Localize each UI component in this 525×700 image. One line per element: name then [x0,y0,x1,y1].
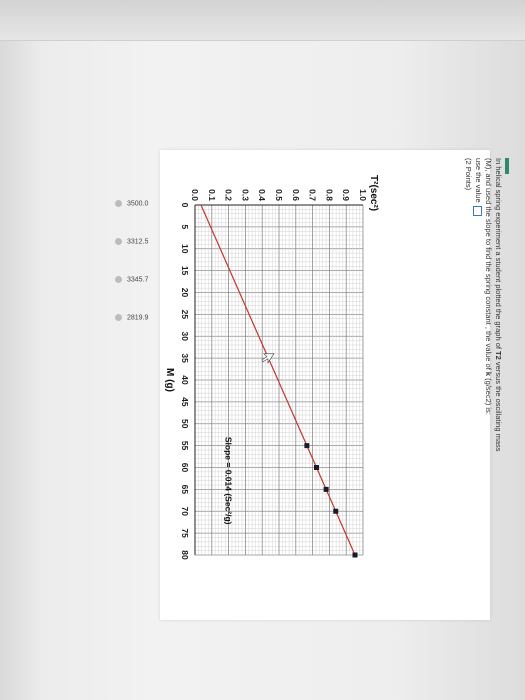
x-tick-label: 10 [180,244,190,254]
x-tick-label: 75 [180,528,190,538]
section-marker [505,158,509,174]
y-tick-label: 0.1 [207,189,217,201]
y-tick-label: 0.9 [341,189,351,201]
x-tick-label: 55 [180,441,190,451]
x-tick-label: 5 [180,225,190,230]
t2-vs-mass-chart: 0 5 10 15 20 25 30 35 40 45 50 55 60 65 70 75 80 0.0 0.1 0.… [165,175,379,560]
answer-option[interactable]: 2819.9 [115,314,148,321]
question-var-t2: T2 [494,351,503,360]
question-line-2: (M), and used the slope to find the spri… [484,158,493,415]
cursor-icon [261,353,275,364]
y-tick-label: 1.0 [358,189,368,201]
option-label: 3312.5 [127,238,149,246]
option-label: 2819.9 [127,314,149,322]
data-point [314,465,319,470]
option-label: 3345.7 [127,276,149,284]
radio-button[interactable] [115,238,122,245]
question-line-1: In helical spring experiment a student p… [494,158,503,452]
question-points: (2 Points) [464,158,473,190]
radio-button[interactable] [115,200,122,207]
x-tick-label: 50 [180,419,190,429]
question-text-c: (g/sec2) is: [484,376,493,415]
y-tick-label: 0.4 [257,189,267,201]
y-axis-label: T²(sec²) [368,175,379,211]
question-text-a: In helical spring experiment a student p… [494,158,503,352]
radio-button[interactable] [115,314,122,321]
x-tick-label: 45 [180,397,190,407]
radio-button[interactable] [115,276,122,283]
x-axis-label: M (g) [165,368,175,392]
data-point [323,486,329,492]
y-tick-label: 0.0 [190,189,200,201]
data-point [304,443,310,449]
data-point [333,508,339,514]
x-tick-label: 80 [180,550,190,560]
answer-option[interactable]: 3345.7 [115,276,148,283]
top-strip [0,0,525,41]
question-text-a: (M), and used the slope to find the spri… [484,158,493,372]
x-tick-label: 35 [180,353,190,363]
x-tick-label: 65 [180,485,190,495]
answer-option[interactable]: 3312.5 [115,238,148,245]
y-tick-label: 0.7 [308,189,318,201]
y-tick-label: 0.8 [324,189,334,201]
question-text-c: versus the oscillating mass [494,359,503,452]
answer-option[interactable]: 3500.0 [115,200,148,207]
fit-line [200,204,356,556]
x-tick-label: 40 [180,375,190,385]
points-label: (2 Points) [464,158,473,191]
image-icon[interactable] [473,205,483,216]
x-tick-label: 25 [180,310,190,320]
x-tick-label: 0 [180,203,190,208]
question-instruction: use the value [474,158,483,203]
y-tick-label: 0.3 [240,189,250,201]
y-tick-label: 0.2 [224,189,234,201]
question-line-3: use the value [473,158,483,216]
x-tick-label: 15 [180,266,190,276]
x-tick-label: 70 [180,507,190,517]
x-tick-label: 20 [180,288,190,298]
slope-annotation: Slope = 0.014 (Sec²/g) [223,437,233,525]
option-label: 3500.0 [127,200,149,208]
y-tick-label: 0.5 [274,189,284,201]
data-point [352,552,358,558]
x-tick-label: 30 [180,332,190,342]
x-tick-label: 60 [180,463,190,473]
y-tick-label: 0.6 [291,189,301,201]
